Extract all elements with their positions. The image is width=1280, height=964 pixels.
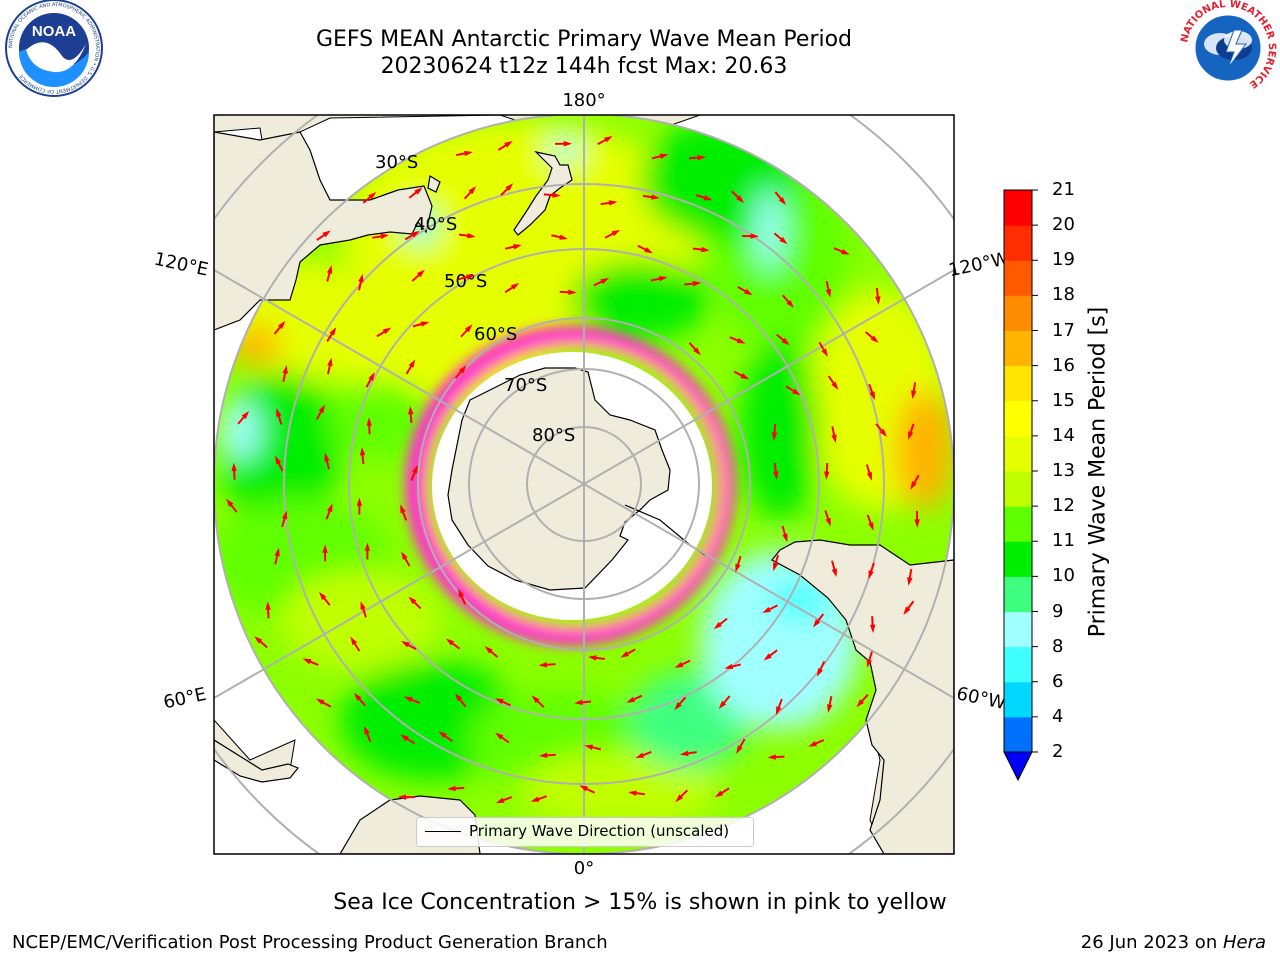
footer-right: 26 Jun 2023 on Hera	[1081, 932, 1266, 953]
colorbar-segment	[1004, 647, 1032, 683]
lon-label-180: 180°	[562, 90, 605, 111]
colorbar-segment	[1004, 190, 1032, 226]
colorbar-tick-label: 2	[1052, 743, 1063, 761]
lon-label-0: 0°	[574, 858, 594, 879]
legend: Primary Wave Direction (unscaled)	[416, 817, 754, 847]
colorbar-segment	[1004, 260, 1032, 296]
colorbar-segment	[1004, 401, 1032, 437]
colorbar-tick-label: 15	[1052, 392, 1075, 410]
colorbar-segment	[1004, 366, 1032, 402]
lat-label-60s: 60°S	[474, 324, 517, 345]
colorbar-tick-label: 8	[1052, 638, 1063, 656]
colorbar-tick-label: 4	[1052, 708, 1063, 726]
lon-label-60e: 60°E	[162, 684, 209, 714]
colorbar-segment	[1004, 612, 1032, 648]
lon-label-120w: 120°W	[947, 248, 1011, 281]
lon-label-120e: 120°E	[152, 249, 210, 281]
footer-machine: Hera	[1223, 932, 1266, 953]
colorbar-tick-label: 18	[1052, 286, 1075, 304]
colorbar-tick-label: 9	[1052, 603, 1063, 621]
colorbar-tick-label: 16	[1052, 357, 1075, 375]
colorbar-segment	[1004, 295, 1032, 331]
legend-line-swatch	[425, 831, 461, 832]
colorbar-segment	[1004, 682, 1032, 718]
colorbar-tick-label: 13	[1052, 462, 1075, 480]
colorbar-segment	[1004, 471, 1032, 507]
colorbar-tick-label: 12	[1052, 497, 1075, 515]
lat-label-30s: 30°S	[375, 152, 418, 173]
colorbar-segment	[1004, 576, 1032, 612]
colorbar-segment	[1004, 717, 1032, 753]
colorbar-tick-label: 10	[1052, 567, 1075, 585]
colorbar-tick-label: 21	[1052, 181, 1075, 199]
colorbar-segment	[1004, 436, 1032, 472]
colorbar	[1004, 190, 1038, 780]
colorbar-extend-arrow	[1004, 752, 1032, 780]
colorbar-segment	[1004, 331, 1032, 367]
colorbar-label: Primary Wave Mean Period [s]	[1086, 307, 1111, 638]
lat-label-40s: 40°S	[414, 214, 457, 235]
lat-label-70s: 70°S	[504, 375, 547, 396]
footer-date: 26 Jun 2023 on	[1081, 932, 1223, 953]
colorbar-tick-label: 14	[1052, 427, 1075, 445]
footer-left: NCEP/EMC/Verification Post Processing Pr…	[12, 932, 608, 953]
colorbar-segment	[1004, 506, 1032, 542]
colorbar-segment	[1004, 225, 1032, 261]
colorbar-segment	[1004, 541, 1032, 577]
colorbar-tick-label: 17	[1052, 322, 1075, 340]
colorbar-tick-label: 6	[1052, 673, 1063, 691]
lon-label-60w: 60°W	[955, 683, 1008, 714]
colorbar-tick-label: 20	[1052, 216, 1075, 234]
lat-label-50s: 50°S	[444, 271, 487, 292]
caption: Sea Ice Concentration > 15% is shown in …	[0, 890, 1280, 915]
lat-label-80s: 80°S	[532, 425, 575, 446]
colorbar-tick-label: 19	[1052, 251, 1075, 269]
colorbar-tick-label: 11	[1052, 532, 1075, 550]
legend-label: Primary Wave Direction (unscaled)	[469, 822, 729, 840]
